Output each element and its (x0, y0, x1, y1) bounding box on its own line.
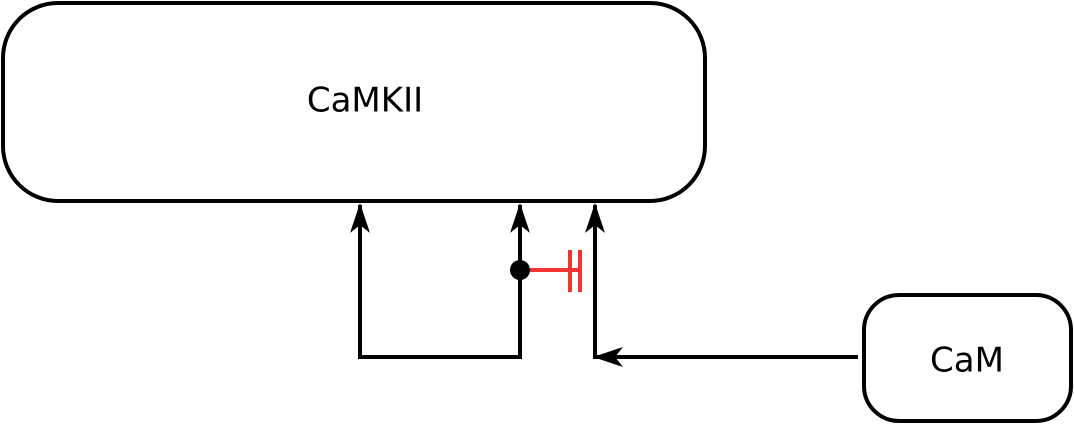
node-label: CaMKII (307, 81, 423, 121)
edge (585, 203, 858, 359)
node-label: CaM (930, 341, 1004, 381)
node-box (1, 1, 707, 203)
edge (350, 203, 522, 359)
inhibition (530, 250, 582, 292)
node-box (862, 293, 1073, 423)
edge-dot (510, 260, 530, 280)
